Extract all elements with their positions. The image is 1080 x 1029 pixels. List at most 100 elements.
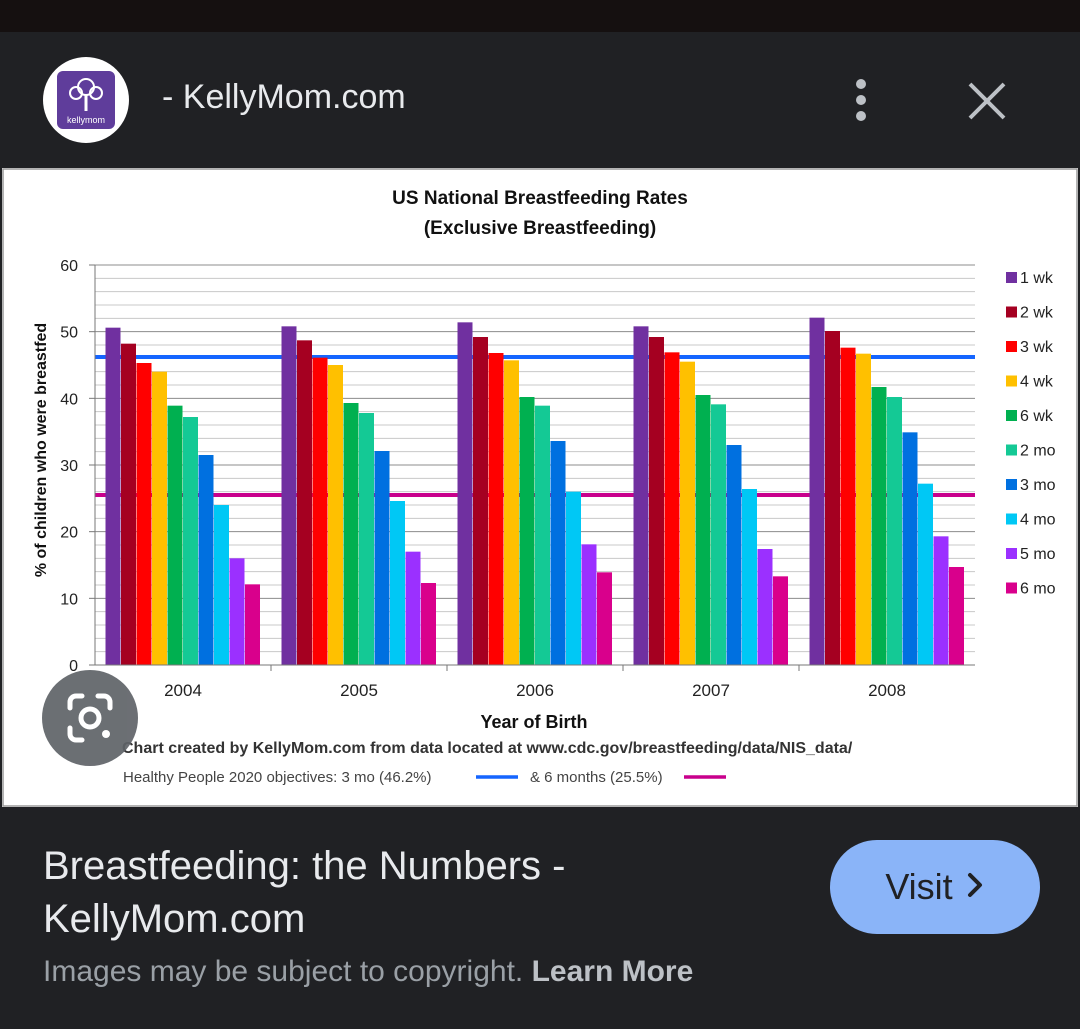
bar-4mo-2008	[918, 483, 933, 665]
bar-6wk-2007	[695, 395, 711, 665]
chart-image: 0 10 20 30 40 50 60 2004 2005 2006 2007 2008 1 wk 2 …	[2, 168, 1078, 807]
site-title[interactable]: - KellyMom.com	[162, 78, 406, 116]
y-tick-label: 60	[60, 258, 78, 275]
bar-5mo-2005	[405, 551, 421, 665]
lens-search-button[interactable]	[42, 670, 138, 766]
kellymom-logo-icon: kellymom	[57, 71, 115, 129]
bar-3wk-2006	[488, 353, 504, 665]
legend-swatch	[1006, 375, 1017, 387]
visit-button[interactable]: Visit	[830, 840, 1040, 934]
more-options-button[interactable]	[845, 78, 877, 124]
bar-1wk-2008	[809, 317, 825, 665]
bar-2wk-2006	[473, 337, 488, 665]
bar-3wk-2004	[136, 363, 152, 665]
status-bar	[0, 0, 1080, 32]
objectives-text-6mo: & 6 months (25.5%)	[530, 769, 663, 786]
legend-swatch	[1006, 548, 1017, 559]
bar-2wk-2004	[121, 343, 136, 665]
y-tick-label: 40	[60, 391, 78, 408]
chart-credit: Chart created by KellyMom.com from data …	[122, 740, 853, 757]
bar-4wk-2005	[328, 365, 343, 665]
bar-6wk-2005	[343, 403, 359, 665]
chart-subtitle: (Exclusive Breastfeeding)	[424, 218, 656, 239]
close-icon	[968, 82, 1006, 120]
result-title-line-1: Breastfeeding: the Numbers -	[43, 844, 566, 888]
y-tick-label: 20	[60, 525, 78, 542]
bar-6mo-2004	[245, 584, 260, 665]
bar-1wk-2004	[105, 327, 121, 665]
legend-label: 6 mo	[1020, 581, 1056, 598]
bar-6mo-2006	[597, 572, 612, 665]
bar-6wk-2006	[519, 397, 535, 665]
copyright-notice: Images may be subject to copyright. Lear…	[43, 955, 693, 989]
bar-6wk-2008	[871, 387, 887, 665]
legend-swatch	[1006, 306, 1017, 318]
bar-6mo-2007	[773, 576, 788, 665]
bar-2wk-2005	[297, 340, 312, 665]
bar-4mo-2007	[742, 489, 757, 665]
x-axis-label: Year of Birth	[480, 712, 587, 732]
legend-swatch	[1006, 341, 1017, 352]
bar-5mo-2004	[229, 558, 245, 665]
legend-label: 3 wk	[1020, 339, 1054, 356]
bar-4mo-2006	[566, 491, 581, 665]
bar-2mo-2005	[359, 413, 374, 665]
bar-2mo-2008	[887, 397, 902, 665]
legend-label: 4 mo	[1020, 512, 1056, 529]
y-tick-label: 50	[60, 325, 78, 342]
chevron-right-icon	[965, 866, 985, 908]
legend-label: 2 mo	[1020, 443, 1056, 460]
result-title-line-2: KellyMom.com	[43, 897, 306, 941]
legend-label: 6 wk	[1020, 408, 1054, 425]
x-tick-label: 2004	[164, 681, 202, 700]
legend-swatch	[1006, 582, 1017, 594]
bar-4mo-2005	[390, 501, 405, 665]
bar-2wk-2007	[649, 337, 664, 665]
bar-4mo-2004	[214, 505, 229, 665]
legend-label: 2 wk	[1020, 305, 1054, 322]
bar-1wk-2007	[633, 326, 649, 665]
bar-3mo-2005	[374, 451, 390, 665]
logo-text: kellymom	[66, 115, 105, 125]
legend-swatch	[1006, 444, 1017, 456]
x-tick-label: 2007	[692, 681, 730, 700]
bar-3mo-2008	[902, 432, 918, 665]
x-tick-label: 2008	[868, 681, 906, 700]
x-tick-label: 2005	[340, 681, 378, 700]
bar-3wk-2008	[840, 347, 856, 665]
bar-2wk-2008	[825, 331, 840, 665]
bar-5mo-2007	[757, 549, 773, 665]
copyright-text: Images may be subject to copyright.	[43, 955, 524, 988]
site-logo[interactable]: kellymom	[43, 57, 129, 143]
visit-label: Visit	[885, 866, 953, 907]
close-button[interactable]	[962, 76, 1012, 126]
bar-3wk-2007	[664, 352, 680, 665]
bar-5mo-2006	[581, 544, 597, 665]
legend-label: 3 mo	[1020, 477, 1056, 494]
legend-swatch	[1006, 479, 1017, 490]
legend-label: 1 wk	[1020, 270, 1054, 287]
y-axis-label: % of children who were breastfed	[33, 323, 50, 577]
legend-label: 4 wk	[1020, 374, 1054, 391]
bar-1wk-2005	[281, 326, 297, 665]
bar-2mo-2004	[183, 417, 198, 665]
legend-swatch	[1006, 410, 1017, 421]
bar-6wk-2004	[167, 405, 183, 665]
learn-more-link[interactable]: Learn More	[531, 955, 694, 988]
bar-3wk-2005	[312, 357, 328, 665]
image-viewer-header	[0, 32, 1080, 168]
google-lens-icon	[67, 693, 113, 743]
bar-4wk-2006	[504, 360, 519, 665]
bar-4wk-2008	[856, 353, 871, 665]
more-vert-icon	[856, 79, 866, 121]
bar-3mo-2004	[198, 455, 214, 665]
bar-2mo-2006	[535, 405, 550, 665]
bar-6mo-2005	[421, 583, 436, 665]
bar-4wk-2004	[152, 371, 167, 665]
y-tick-label: 30	[60, 458, 78, 475]
result-title[interactable]: Breastfeeding: the Numbers - KellyMom.co…	[43, 840, 783, 946]
legend-label: 5 mo	[1020, 546, 1056, 563]
bar-1wk-2006	[457, 322, 473, 665]
bar-4wk-2007	[680, 361, 695, 665]
objectives-text-3mo: Healthy People 2020 objectives: 3 mo (46…	[123, 769, 432, 786]
